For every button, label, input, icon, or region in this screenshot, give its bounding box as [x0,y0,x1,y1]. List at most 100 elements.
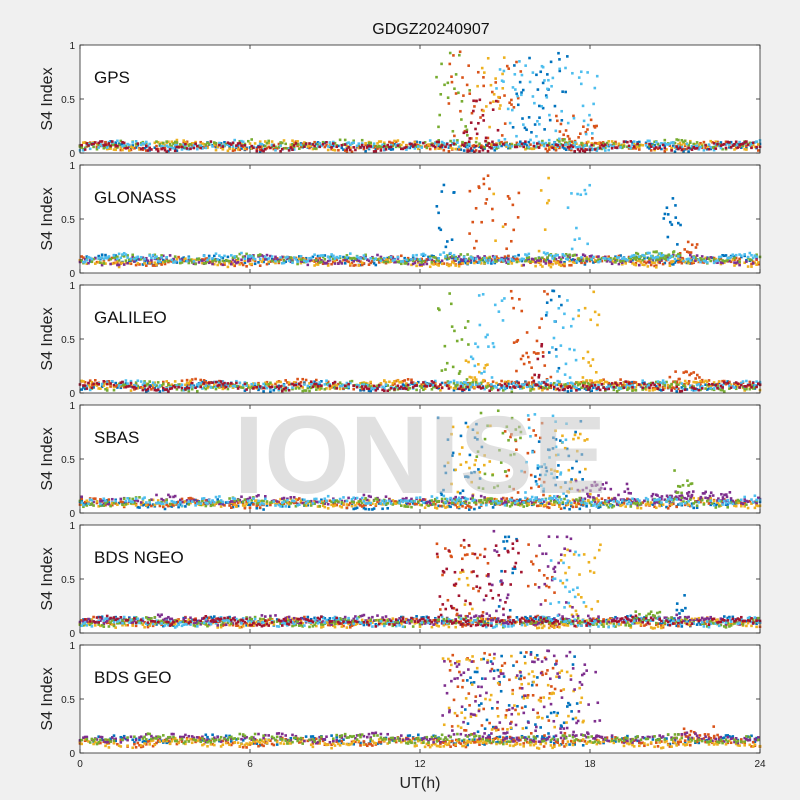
data-point [447,387,451,390]
data-point [626,140,629,144]
data-point [343,143,347,146]
data-point [502,80,505,83]
data-point [444,368,447,371]
data-point [303,144,306,147]
data-point [357,264,361,267]
data-point [707,383,711,386]
data-point [100,253,104,257]
data-point [219,144,223,147]
data-point [156,261,160,265]
data-point [145,264,148,267]
data-point [569,324,573,328]
data-point [292,144,296,147]
data-point [717,380,721,383]
data-point [496,259,500,262]
data-point [90,257,94,261]
data-point [440,259,444,263]
plot-area [80,285,760,393]
data-point [180,386,184,390]
data-point [507,382,510,386]
data-point [675,390,678,393]
data-point [107,498,111,501]
data-point [695,387,699,391]
data-point [481,386,485,389]
data-point [477,468,480,471]
data-point [581,380,585,384]
data-point [580,453,584,456]
data-point [247,257,250,261]
data-point [316,259,320,262]
data-point [316,263,320,266]
data-point [523,126,527,130]
data-point [437,264,440,267]
data-point [185,147,189,150]
data-point [165,388,168,391]
data-point [284,260,287,263]
data-point [525,256,529,260]
data-point [491,207,494,211]
data-point [328,144,332,147]
data-point [536,260,539,264]
data-point [352,384,355,388]
data-point [206,146,209,150]
data-point [122,383,126,387]
data-point [153,386,157,390]
data-point [757,262,760,266]
data-point [516,216,520,219]
data-point [162,145,165,148]
data-point [92,257,95,261]
data-point [187,144,191,147]
data-point [121,140,124,144]
data-point [546,256,549,259]
data-point [175,143,179,147]
data-point [388,256,391,259]
data-point [666,255,670,259]
data-point [716,142,719,146]
data-point [549,382,553,385]
data-point [473,256,476,260]
data-point [700,260,704,264]
data-point [332,148,335,152]
data-point [731,385,735,388]
data-point [702,259,706,263]
data-point [498,387,502,391]
data-point [146,261,150,265]
data-point [400,143,403,147]
data-point [559,439,562,442]
data-point [452,259,456,262]
data-point [558,143,561,147]
data-point [119,500,123,503]
data-point [634,147,638,150]
data-point [367,141,371,145]
data-point [553,257,556,261]
data-point [716,385,719,388]
data-point [245,381,248,385]
data-point [714,257,718,261]
data-point [583,306,587,310]
data-point [577,136,580,139]
data-point [482,84,485,88]
data-point [138,506,141,509]
data-point [97,382,100,386]
data-point [434,141,437,145]
data-point [714,140,718,144]
data-point [204,384,208,387]
data-point [539,189,543,192]
data-point [551,257,554,260]
data-point [175,384,179,387]
data-point [656,380,660,383]
data-point [610,503,614,507]
data-point [591,137,594,140]
data-point [542,260,546,263]
data-point [551,254,554,258]
data-point [461,388,464,392]
data-point [299,259,303,263]
data-point [289,146,293,149]
data-point [347,260,350,264]
data-point [323,383,327,386]
data-point [163,262,167,266]
data-point [473,246,476,250]
data-point [532,381,536,385]
data-point [289,258,293,261]
data-point [420,263,423,266]
